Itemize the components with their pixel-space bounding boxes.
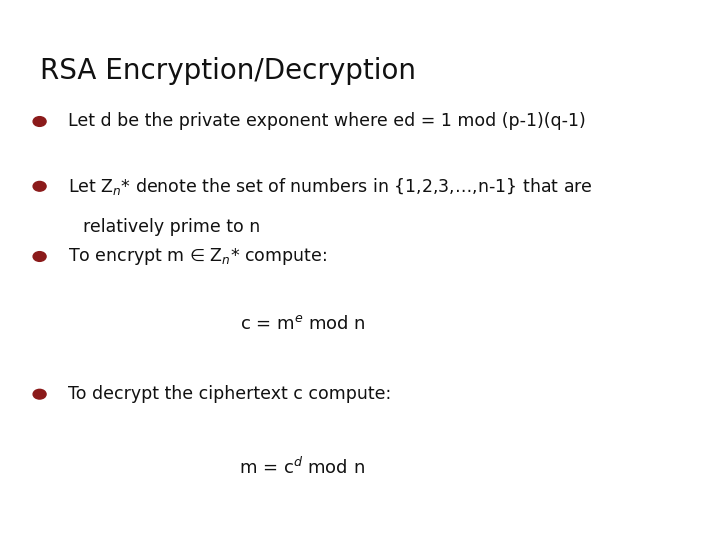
Text: Let Z$_n$* denote the set of numbers in {1,2,3,…,n-1} that are: Let Z$_n$* denote the set of numbers in … — [68, 176, 593, 197]
Text: c = m$^e$ mod n: c = m$^e$ mod n — [240, 315, 365, 333]
Text: Let d be the private exponent where ed = 1 mod (p-1)(q-1): Let d be the private exponent where ed =… — [68, 112, 586, 131]
Text: RSA Encryption/Decryption: RSA Encryption/Decryption — [40, 57, 415, 85]
Circle shape — [33, 389, 46, 399]
Text: m = c$^d$ mod n: m = c$^d$ mod n — [240, 456, 365, 478]
Circle shape — [33, 252, 46, 261]
Circle shape — [33, 117, 46, 126]
Text: To encrypt m ∈ Z$_n$* compute:: To encrypt m ∈ Z$_n$* compute: — [68, 246, 327, 267]
Circle shape — [33, 181, 46, 191]
Text: To decrypt the ciphertext c compute:: To decrypt the ciphertext c compute: — [68, 385, 392, 403]
Text: relatively prime to n: relatively prime to n — [83, 218, 260, 236]
